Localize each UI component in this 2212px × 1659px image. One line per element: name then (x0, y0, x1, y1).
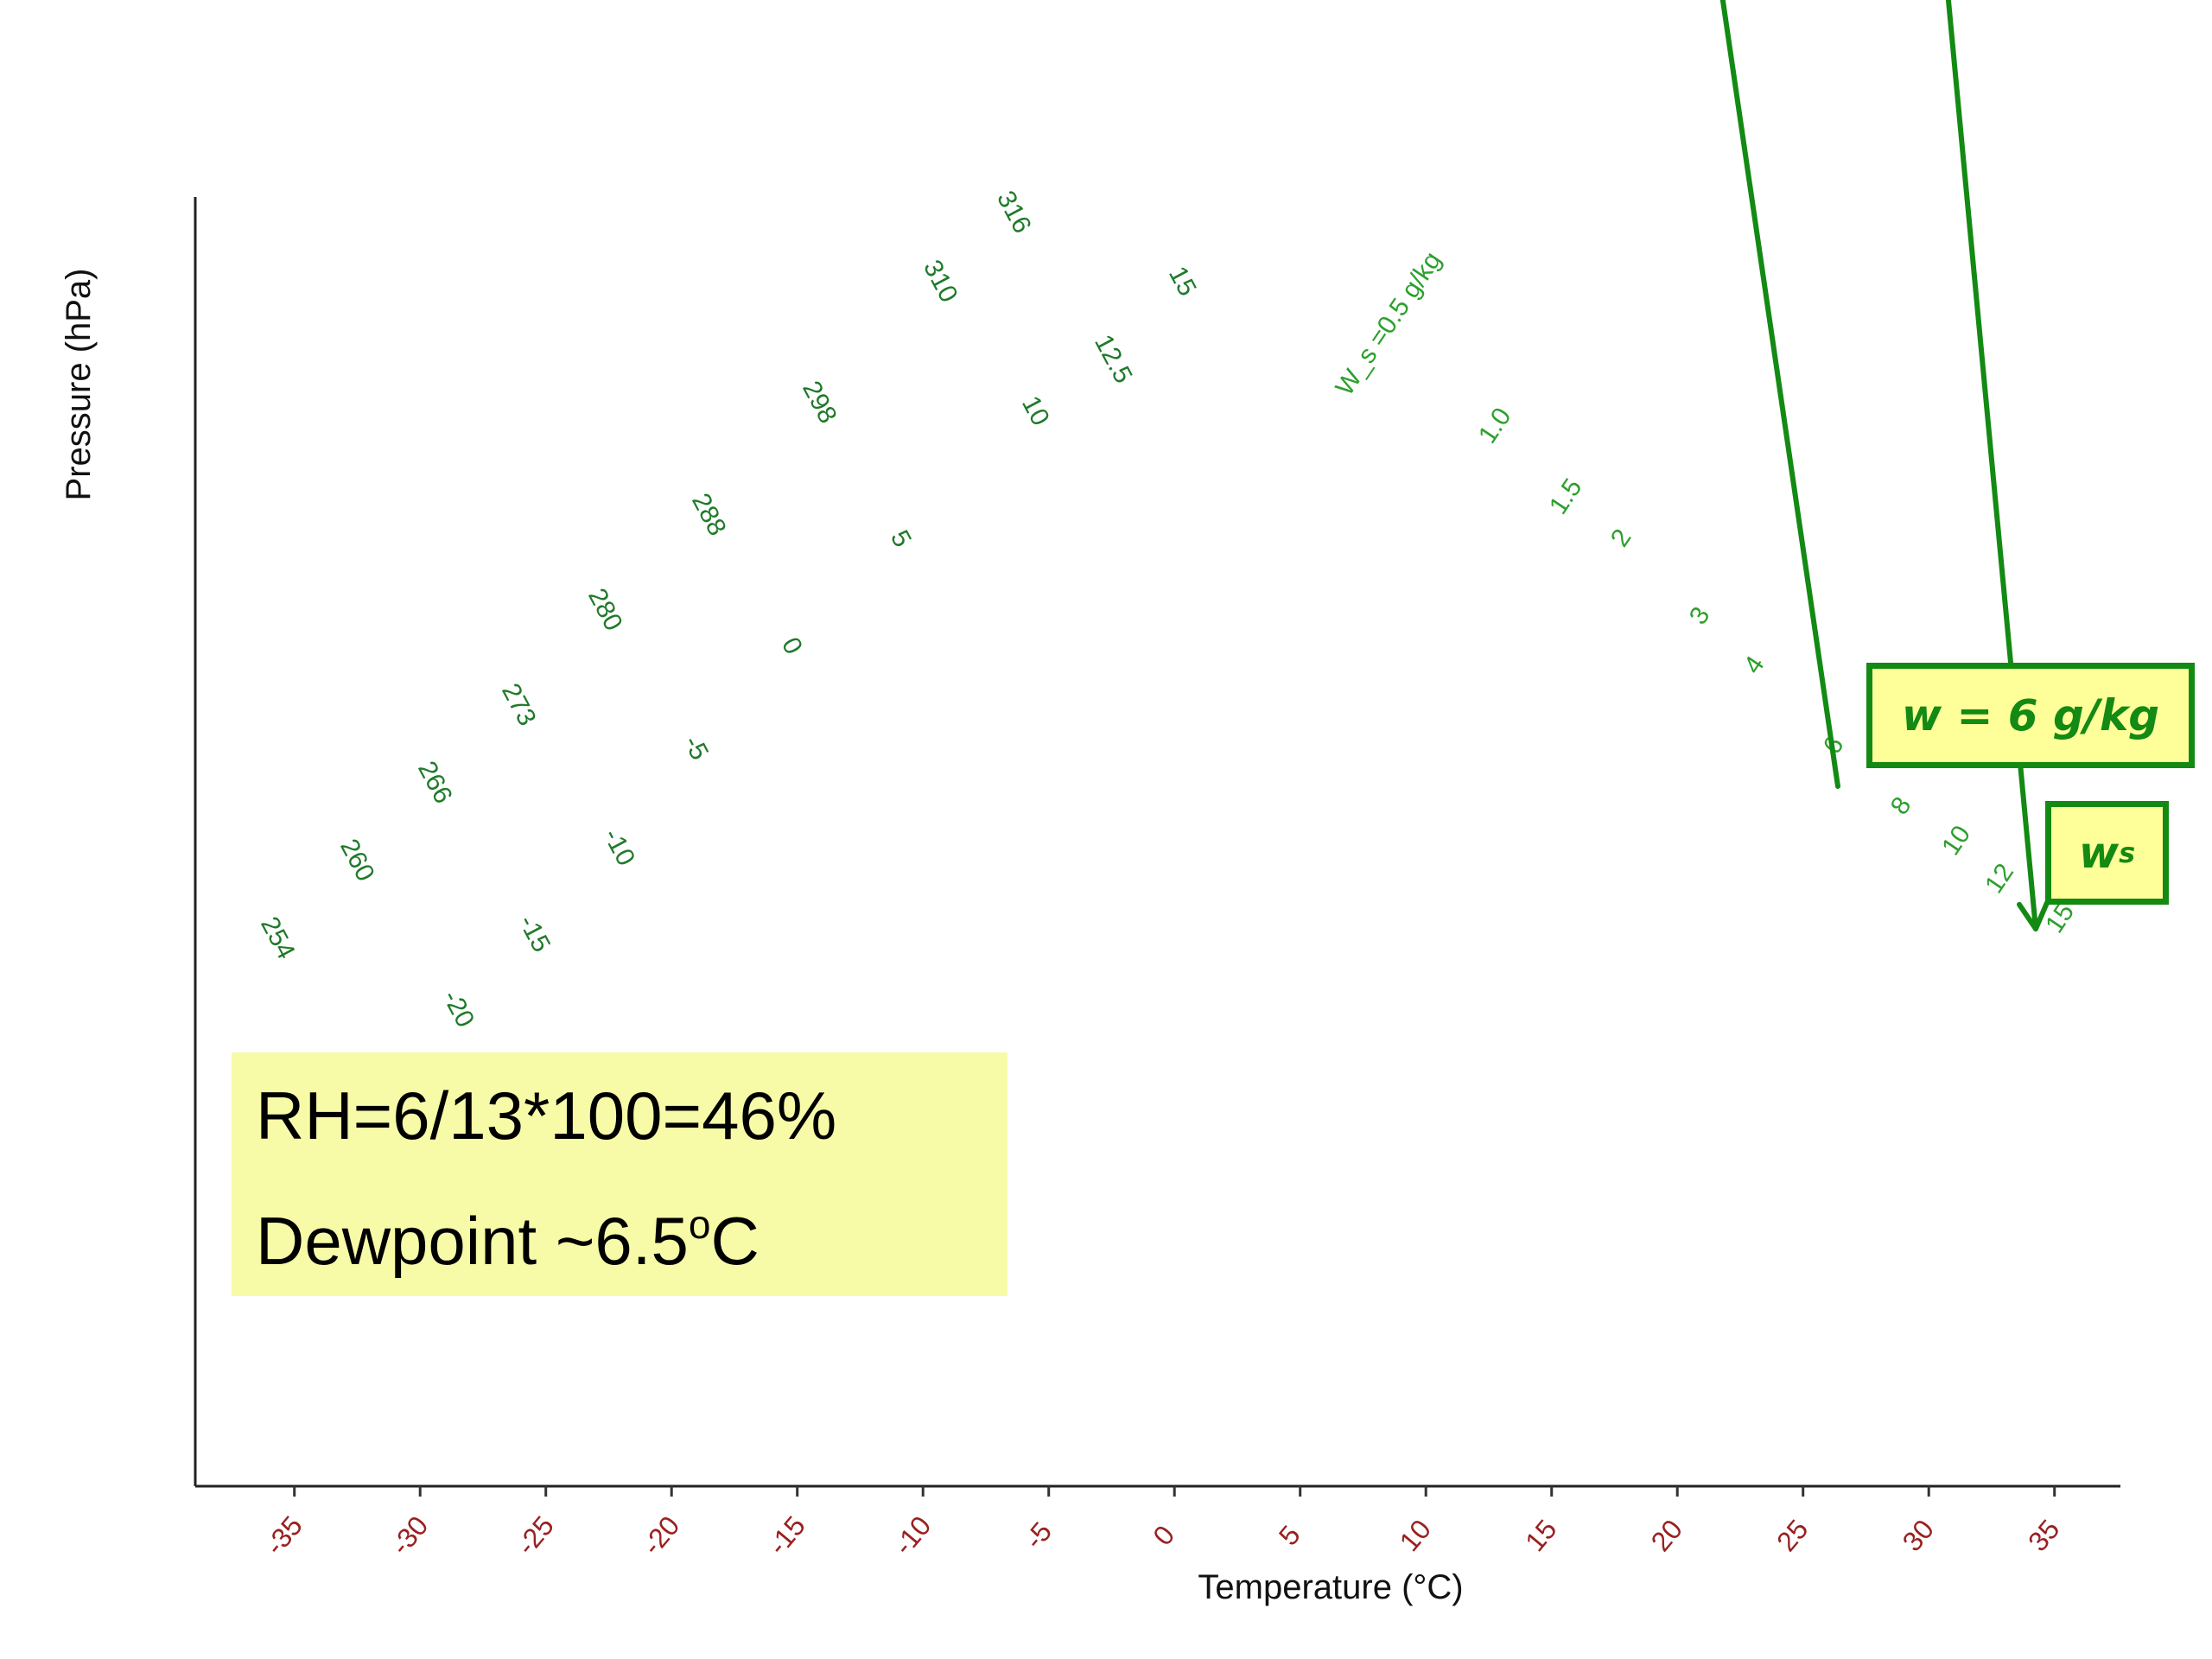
moist-adiabat-label: -15 (513, 911, 556, 957)
ws-callout-main: w (2078, 828, 2120, 878)
moist-adiabat-label: -10 (598, 824, 640, 871)
x-tick-label: 30 (1897, 1514, 1940, 1557)
mixing-ratio-label: 1.5 (1544, 474, 1588, 519)
x-axis-title: Temperature (°C) (1198, 1568, 1463, 1606)
ws-callout-sub: s (2119, 836, 2136, 869)
x-tick-label: -15 (762, 1510, 811, 1561)
x-tick-label: 20 (1645, 1514, 1688, 1557)
y-axis-title: Pressure (hPa) (60, 269, 98, 501)
dry-adiabat-label: 260 (334, 835, 380, 887)
x-tick-label: 10 (1394, 1514, 1437, 1557)
dry-adiabat-label: 273 (496, 679, 542, 731)
x-tick-label: 25 (1770, 1514, 1814, 1557)
moist-adiabat-label: -5 (678, 731, 715, 765)
x-tick-label: 15 (1519, 1514, 1562, 1557)
mixing-ratio-arrow (1719, 0, 1840, 789)
dry-adiabat-label: 266 (412, 757, 458, 809)
dewpoint-unit: C (710, 1203, 760, 1279)
x-tick-label: 35 (2022, 1514, 2065, 1557)
x-tick-label: -25 (511, 1510, 560, 1561)
moist-adiabat-label: 12.5 (1089, 330, 1138, 388)
saturation-arrow (1945, 0, 2050, 931)
dewpoint-estimate: Dewpoint ~6.5oC (256, 1201, 760, 1281)
x-tick-label: -10 (887, 1510, 937, 1561)
mixing-ratio-label: 10 (1936, 821, 1976, 861)
mixing-ratio-label: W_s =0.5 g/kg (1331, 247, 1447, 401)
saturation-arrow-shaft (1945, 0, 2038, 931)
degree-superscript: o (688, 1202, 711, 1247)
x-tick-label: 5 (1273, 1520, 1306, 1552)
annotation-arrows (1719, 0, 2050, 931)
moist-adiabat-label: 0 (776, 632, 808, 658)
mixing-ratio-label: 12 (1980, 859, 2019, 899)
dry-adiabat-label: 310 (918, 256, 963, 308)
dry-adiabat-label: 298 (797, 377, 842, 429)
moist-adiabat-label: -20 (437, 986, 480, 1033)
mixing-ratio-callout-text: w = 6 g/kg (1901, 690, 2160, 741)
moist-adiabat-label: 5 (885, 525, 917, 551)
dry-adiabat-label: 316 (991, 187, 1037, 238)
dewpoint-text: Dewpoint ~6.5 (256, 1203, 689, 1279)
mixing-ratio-label: 8 (1885, 792, 1917, 820)
moist-adiabat-label: 15 (1163, 262, 1202, 301)
line-labels: 254260266273280288298310316-20-15-10-505… (255, 187, 2080, 1033)
mixing-ratio-callout: w = 6 g/kg (1866, 663, 2195, 768)
x-tick-label: -5 (1018, 1516, 1058, 1554)
dry-adiabat-label: 280 (582, 584, 628, 636)
relative-humidity-note: RH=6/13*100=46% Dewpoint ~6.5oC (232, 1052, 1007, 1296)
mixing-ratio-label: 2 (1605, 524, 1637, 552)
moist-adiabat-label: 10 (1016, 391, 1055, 430)
dry-adiabat-label: 288 (686, 489, 732, 541)
mixing-ratio-label: 1.0 (1473, 403, 1517, 448)
rh-equation: RH=6/13*100=46% (256, 1077, 837, 1154)
saturation-arrow-head (2016, 899, 2050, 931)
dry-adiabat-label: 254 (255, 912, 301, 964)
x-tick-label: -20 (636, 1510, 685, 1561)
mixing-ratio-arrow-shaft (1719, 0, 1840, 789)
axes (194, 197, 2120, 1497)
x-tick-label: -35 (259, 1510, 308, 1561)
mixing-ratio-label: 3 (1684, 602, 1716, 630)
x-tick-label: 0 (1147, 1520, 1180, 1552)
x-tick-label: -30 (385, 1510, 434, 1561)
tick-labels: 3004005006007008009001000-35-30-25-20-15… (259, 1510, 2066, 1561)
mixing-ratio-label: 4 (1738, 652, 1770, 679)
